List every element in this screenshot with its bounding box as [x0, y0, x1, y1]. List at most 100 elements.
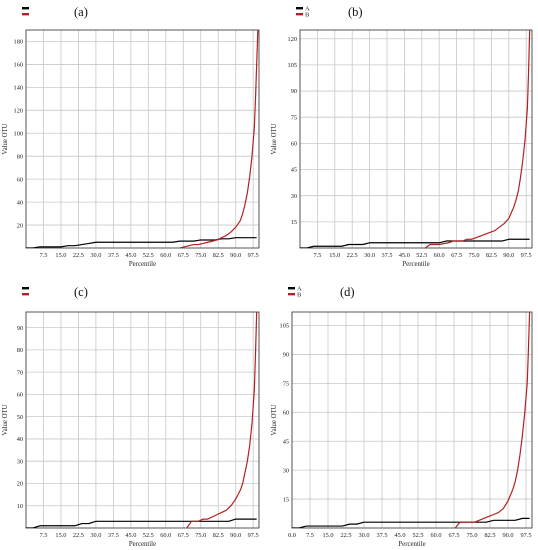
x-tick-label: 97.5 [248, 252, 259, 259]
y-tick-label: 80 [17, 347, 23, 354]
series-line-2 [454, 312, 531, 528]
x-tick-label: 90.0 [230, 532, 241, 539]
y-tick-label: 140 [14, 85, 23, 92]
x-tick-label: 60.0 [160, 252, 171, 259]
legend: AB [296, 6, 310, 19]
x-tick-label: 7.5 [313, 252, 321, 259]
y-axis-title: Value OTU [2, 404, 9, 435]
x-tick-label: 75.0 [195, 252, 206, 259]
x-tick-label: 7.5 [40, 252, 48, 259]
y-tick-label: 70 [17, 369, 23, 376]
x-tick-label: 67.5 [178, 252, 189, 259]
y-tick-label: 30 [283, 467, 289, 474]
y-tick-labels: 15 30 45 60 75 90 105 [280, 323, 289, 504]
y-axis-title: Value OTU [271, 123, 278, 154]
y-axis-title: Value OTU [271, 404, 278, 435]
x-axis-title: Percentile [129, 541, 156, 548]
x-tick-label: 60.0 [434, 252, 445, 259]
x-tick-label: 7.5 [40, 532, 48, 539]
y-tick-label: 30 [291, 193, 297, 200]
y-tick-labels: 20 40 60 80 100 120 140 160 180 [14, 39, 23, 230]
grid [300, 30, 532, 248]
series-line-1 [300, 238, 530, 248]
x-tick-label: 52.5 [412, 532, 423, 539]
x-tick-label: 37.5 [108, 252, 119, 259]
x-tick-label: 30.0 [90, 532, 101, 539]
x-tick-label: 15.0 [55, 252, 66, 259]
y-tick-label: 15 [291, 219, 297, 226]
x-tick-label: 52.5 [143, 252, 154, 259]
x-tick-label: 60.0 [430, 532, 441, 539]
x-tick-label: 15.0 [322, 532, 333, 539]
y-tick-label: 90 [291, 88, 297, 95]
legend-swatch-2 [22, 293, 29, 296]
y-tick-label: 90 [283, 352, 289, 359]
x-tick-label: 45.0 [125, 532, 136, 539]
legend-swatch-2 [288, 293, 295, 296]
x-tick-label: 7.5 [306, 532, 314, 539]
legend: AB [288, 286, 302, 299]
y-axis-title: Value OTU [2, 123, 9, 154]
y-tick-label: 105 [280, 323, 289, 330]
y-tick-label: 120 [288, 36, 297, 43]
plot-frame [25, 29, 260, 249]
x-tick-label: 37.5 [381, 252, 392, 259]
y-tick-label: 160 [14, 62, 23, 69]
y-tick-label: 80 [17, 153, 23, 160]
x-tick-label: 22.5 [73, 252, 84, 259]
y-tick-label: 40 [17, 436, 23, 443]
y-tick-label: 50 [17, 414, 23, 421]
legend-swatch-1 [296, 7, 303, 10]
plot-frame [299, 29, 533, 249]
legend-swatch-1 [22, 287, 29, 290]
chart-panel-3: (c) 7.5 15.0 22.5 30.0 37.5 45.0 52.5 60.0 67.5 75… [2, 285, 260, 548]
y-tick-label: 105 [288, 62, 297, 69]
x-tick-label: 37.5 [108, 532, 119, 539]
chart-panel-1: (a) 7.5 15.0 22.5 30.0 37.5 45.0 52.5 60.0 67.5 75… [2, 5, 260, 268]
x-tick-label: 97.5 [248, 532, 259, 539]
x-tick-label: 90.0 [502, 532, 513, 539]
grid [26, 312, 259, 528]
legend-swatch-1 [22, 7, 29, 10]
plot-frame [25, 311, 260, 529]
x-tick-label: 45.0 [399, 252, 410, 259]
x-axis-title: Percentile [398, 541, 425, 548]
x-tick-label: 52.5 [143, 532, 154, 539]
y-tick-label: 40 [17, 199, 23, 206]
legend-swatch-1 [288, 287, 295, 290]
y-tick-labels: 10 20 30 40 50 60 70 80 90 [17, 325, 23, 510]
x-tick-label: 82.5 [484, 532, 495, 539]
y-tick-label: 60 [283, 409, 289, 416]
series-line-2 [424, 30, 531, 248]
x-tick-label: 67.5 [178, 532, 189, 539]
series-line-1 [292, 517, 530, 528]
panel-label: (a) [74, 5, 88, 19]
x-tick-label: 75.0 [195, 532, 206, 539]
legend-label-2: B [305, 12, 310, 19]
legend [22, 287, 29, 296]
x-tick-label: 67.5 [451, 252, 462, 259]
x-tick-label: 15.0 [55, 532, 66, 539]
x-tick-label: 60.0 [160, 532, 171, 539]
x-tick-labels: 7.5 15.0 22.5 30.0 37.5 45.0 52.5 60.0 67.5 75.0 8… [40, 532, 259, 539]
grid [26, 30, 259, 248]
legend [22, 7, 29, 16]
y-tick-label: 90 [17, 325, 23, 332]
chart-panel-4: AB (d) 0.0 7.5 15.0 22.5 30.0 37.5 45.0 52.5 60.0 6… [271, 285, 533, 548]
x-axis-title: Percentile [129, 261, 156, 268]
y-tick-label: 20 [17, 481, 23, 488]
x-tick-label: 82.5 [213, 252, 224, 259]
y-tick-label: 60 [291, 141, 297, 148]
grid [291, 312, 532, 528]
plot-frame [291, 311, 533, 529]
series-line-2 [186, 312, 258, 528]
x-axis-title: Percentile [402, 261, 429, 268]
legend-label-1: A [297, 286, 302, 293]
x-tick-label: 45.0 [125, 252, 136, 259]
panel-label: (b) [348, 5, 363, 19]
x-tick-label: 90.0 [503, 252, 514, 259]
y-tick-label: 10 [17, 503, 23, 510]
x-tick-labels: 7.5 15.0 22.5 30.0 37.5 45.0 52.5 60.0 67.5 75.0 8… [40, 252, 259, 259]
legend-swatch-2 [296, 13, 303, 16]
